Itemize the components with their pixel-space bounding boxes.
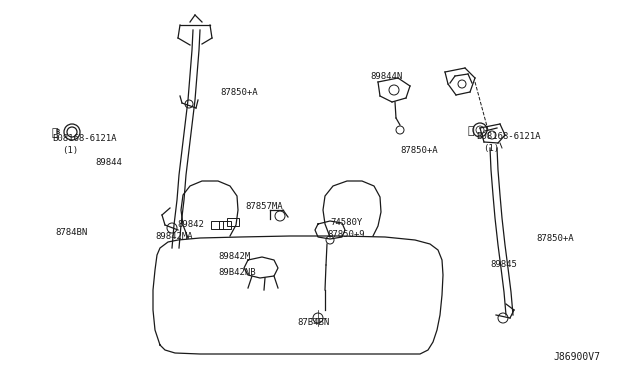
Text: Ⓑ: Ⓑ (52, 128, 59, 138)
Text: B: B (56, 129, 60, 135)
Text: 89842MA: 89842MA (155, 232, 193, 241)
Text: 89842: 89842 (177, 220, 204, 229)
Text: B08168-6121A: B08168-6121A (52, 134, 116, 143)
Text: 89844N: 89844N (370, 72, 403, 81)
Text: (1): (1) (62, 146, 78, 155)
Text: Ⓑ: Ⓑ (468, 126, 475, 136)
Text: 87850+A: 87850+A (400, 146, 438, 155)
Text: 87857MA: 87857MA (245, 202, 283, 211)
Text: B08168-6121A: B08168-6121A (476, 132, 541, 141)
Text: 89844: 89844 (95, 158, 122, 167)
Text: 89845: 89845 (490, 260, 517, 269)
Text: (1): (1) (483, 144, 499, 153)
Text: J86900V7: J86900V7 (553, 352, 600, 362)
Text: 8784BN: 8784BN (55, 228, 87, 237)
Text: 89B42NB: 89B42NB (218, 268, 255, 277)
Text: 87850+A: 87850+A (536, 234, 573, 243)
Text: 89842M: 89842M (218, 252, 250, 261)
Text: 74580Y: 74580Y (330, 218, 362, 227)
Text: 87850+9: 87850+9 (327, 230, 365, 239)
Text: 87850+A: 87850+A (220, 88, 258, 97)
Text: 87B4BN: 87B4BN (297, 318, 329, 327)
